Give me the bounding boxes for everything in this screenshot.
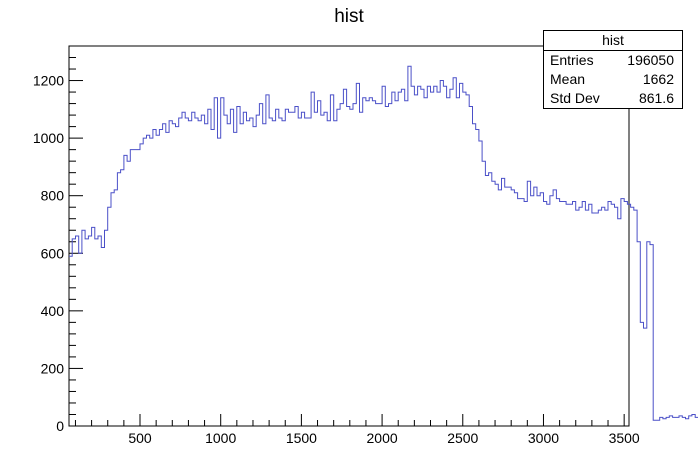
chart-title: hist <box>334 6 364 27</box>
stats-label: Entries <box>550 52 594 68</box>
y-tick-label: 800 <box>41 188 65 204</box>
stats-box-title: hist <box>544 31 682 51</box>
y-tick-label: 200 <box>41 360 65 376</box>
stats-box: hist Entries 196050 Mean 1662 Std Dev 86… <box>543 30 683 109</box>
stats-label: Std Dev <box>550 90 600 106</box>
y-tick-label: 1200 <box>33 73 64 89</box>
stats-row-stddev: Std Dev 861.6 <box>544 89 682 108</box>
y-axis: 0 200 400 600 800 1000 1200 <box>33 45 83 434</box>
stats-value: 1662 <box>642 71 674 87</box>
x-tick-label: 2000 <box>367 430 398 446</box>
plot-frame <box>68 45 630 427</box>
stats-row-mean: Mean 1662 <box>544 70 682 89</box>
stats-value: 861.6 <box>638 90 674 106</box>
x-axis: 500 1000 1500 2000 2500 3000 3500 <box>74 414 640 446</box>
stats-label: Mean <box>550 71 586 87</box>
x-tick-label: 500 <box>128 430 152 446</box>
y-tick-label: 0 <box>56 418 64 434</box>
histogram-line <box>69 65 698 421</box>
x-tick-label: 1000 <box>205 430 236 446</box>
stats-value: 196050 <box>627 52 674 68</box>
y-tick-label: 1000 <box>33 130 64 146</box>
y-tick-label: 400 <box>41 303 65 319</box>
y-tick-label: 600 <box>41 245 65 261</box>
stats-row-entries: Entries 196050 <box>544 51 682 70</box>
x-tick-label: 2500 <box>447 430 478 446</box>
x-tick-label: 3000 <box>528 430 559 446</box>
x-tick-label: 3500 <box>609 430 640 446</box>
x-tick-label: 1500 <box>286 430 317 446</box>
